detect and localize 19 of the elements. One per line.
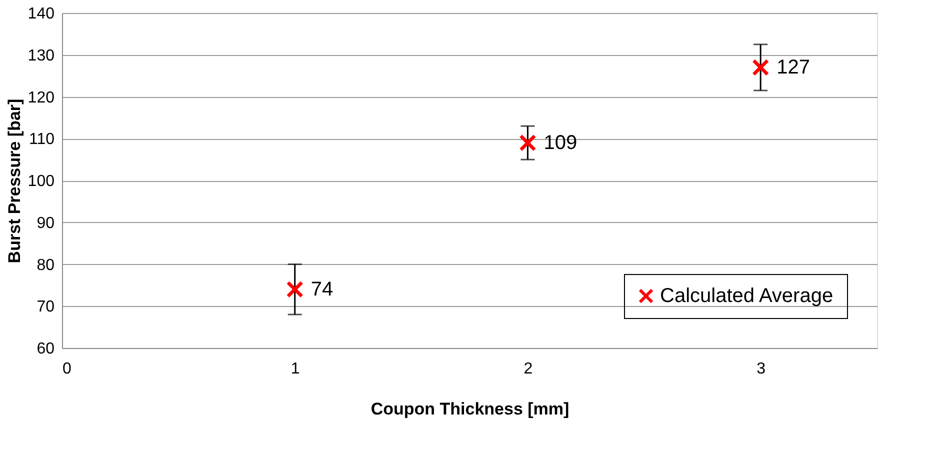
x-tick-label: 3 xyxy=(756,360,766,378)
y-tick-label: 130 xyxy=(28,47,55,64)
y-axis-title: Burst Pressure [bar] xyxy=(4,98,24,264)
x-tick-label: 2 xyxy=(524,360,533,378)
x-tick-label: 0 xyxy=(62,360,72,378)
y-tick-label: 70 xyxy=(36,298,55,316)
legend-label: Calculated Average xyxy=(660,285,834,307)
y-tick-label: 80 xyxy=(36,256,55,274)
y-tick-label: 120 xyxy=(28,89,55,106)
x-axis-title: Coupon Thickness [mm] xyxy=(370,400,570,418)
y-tick-label: 60 xyxy=(36,340,55,358)
data-label: 109 xyxy=(544,132,578,154)
y-tick-label: 100 xyxy=(28,173,55,190)
data-label: 74 xyxy=(310,278,334,300)
y-tick-label: 90 xyxy=(36,214,55,232)
y-tick-label: 140 xyxy=(28,6,55,22)
y-tick-label: 110 xyxy=(28,131,55,148)
data-label: 127 xyxy=(776,56,810,78)
x-tick-label: 1 xyxy=(290,360,300,378)
